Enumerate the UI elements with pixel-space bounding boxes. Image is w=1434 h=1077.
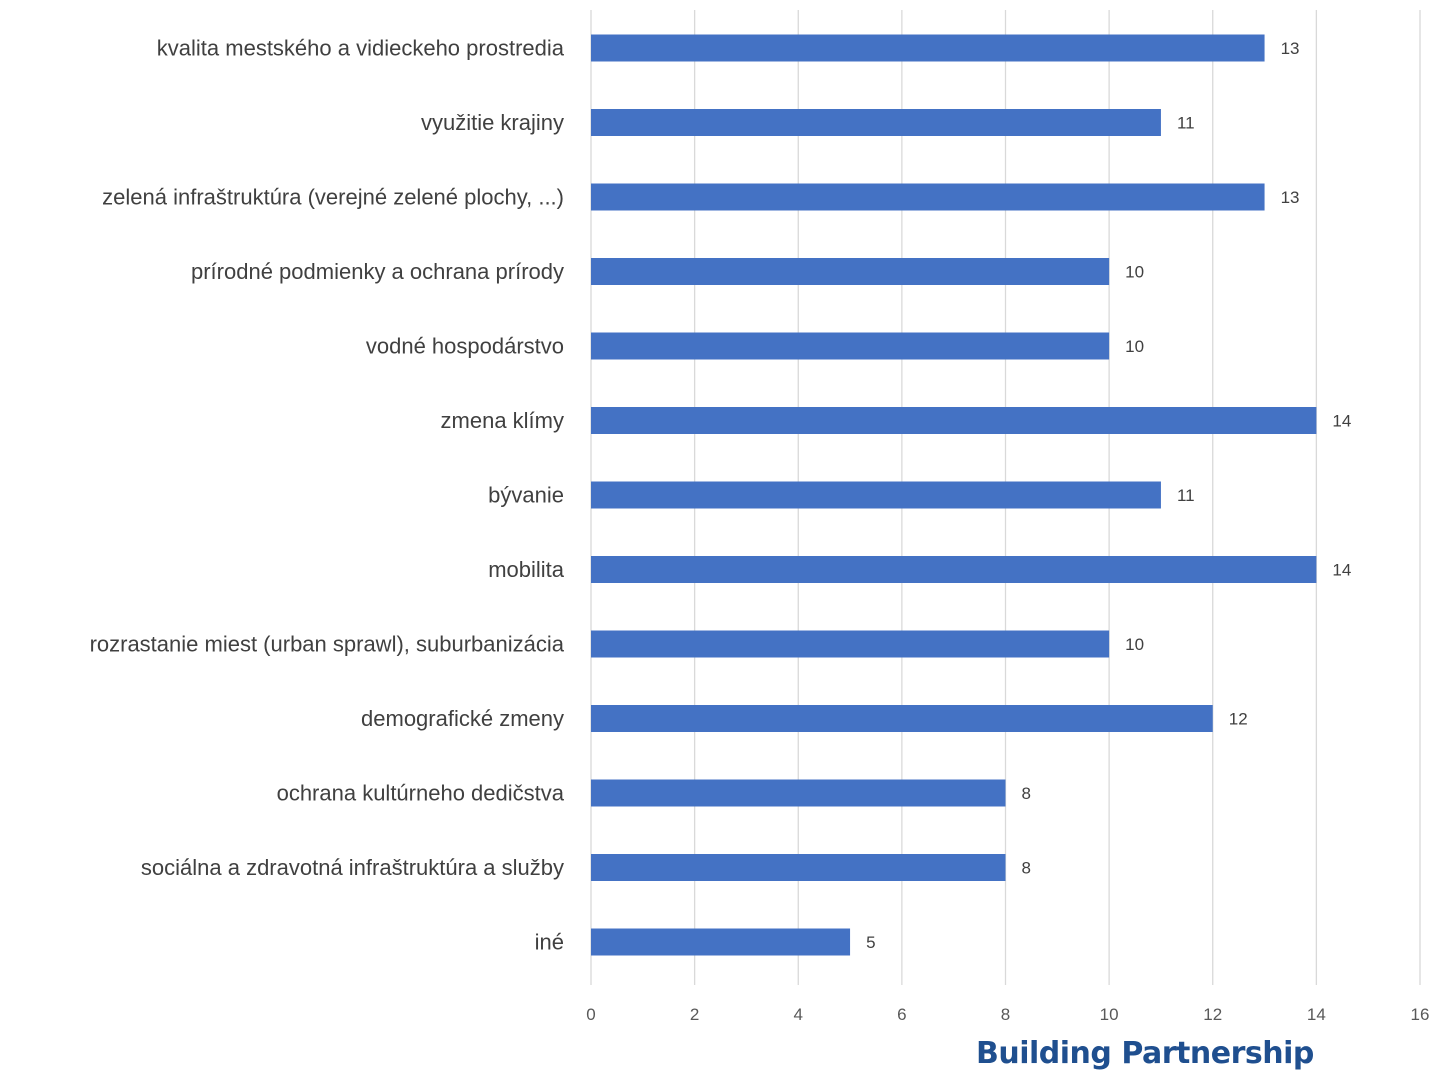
x-tick-label: 4 <box>794 1005 803 1024</box>
data-label: 11 <box>1177 486 1195 505</box>
bar <box>591 407 1317 434</box>
data-label: 10 <box>1125 635 1144 654</box>
category-label: vodné hospodárstvo <box>366 334 564 359</box>
x-tick-label: 0 <box>586 1005 595 1024</box>
x-tick-label: 10 <box>1100 1005 1119 1024</box>
bar <box>591 332 1110 360</box>
bar <box>591 928 851 956</box>
x-tick-label: 14 <box>1307 1005 1326 1024</box>
category-label: demografické zmeny <box>361 706 564 731</box>
brand-logo-text: Building Partnership <box>976 1036 1314 1071</box>
x-tick-label: 16 <box>1411 1005 1430 1024</box>
x-tick-label: 12 <box>1203 1005 1222 1024</box>
bar <box>591 630 1110 658</box>
bar <box>591 556 1317 583</box>
category-label: kvalita mestského a vidieckeho prostredi… <box>157 36 565 61</box>
bar <box>591 779 1006 807</box>
category-labels: kvalita mestského a vidieckeho prostredi… <box>90 36 565 955</box>
category-label: mobilita <box>488 557 565 582</box>
data-label: 14 <box>1332 412 1351 431</box>
category-label: zmena klímy <box>441 408 564 433</box>
data-label: 13 <box>1281 39 1300 58</box>
category-label: iné <box>535 930 564 955</box>
data-label: 13 <box>1281 188 1300 207</box>
x-axis-ticks: 0 2 4 6 8 10 12 14 16 <box>586 1005 1429 1024</box>
category-label: rozrastanie miest (urban sprawl), suburb… <box>90 632 565 657</box>
category-label: bývanie <box>488 483 564 508</box>
bar <box>591 705 1213 732</box>
data-label: 10 <box>1125 337 1144 356</box>
x-tick-label: 2 <box>690 1005 699 1024</box>
data-label: 8 <box>1022 784 1031 803</box>
data-label: 10 <box>1125 263 1144 282</box>
category-label: využitie krajiny <box>421 110 564 135</box>
category-label: ochrana kultúrneho dedičstva <box>277 781 565 806</box>
category-label: prírodné podmienky a ochrana prírody <box>191 259 564 284</box>
bars <box>591 34 1317 956</box>
bar <box>591 183 1265 211</box>
bar <box>591 481 1161 509</box>
data-label: 11 <box>1177 114 1195 133</box>
x-tick-label: 8 <box>1001 1005 1010 1024</box>
bar <box>591 258 1110 285</box>
bar <box>591 109 1161 136</box>
data-label: 14 <box>1332 561 1351 580</box>
bar <box>591 34 1265 62</box>
bar <box>591 854 1006 881</box>
category-label: sociálna a zdravotná infraštruktúra a sl… <box>141 855 564 880</box>
data-label: 8 <box>1022 859 1031 878</box>
x-tick-label: 6 <box>897 1005 906 1024</box>
data-label: 12 <box>1229 710 1248 729</box>
data-labels: 13 11 13 10 10 14 11 14 10 12 8 8 5 <box>866 39 1351 952</box>
data-label: 5 <box>866 933 875 952</box>
category-label: zelená infraštruktúra (verejné zelené pl… <box>102 185 564 210</box>
